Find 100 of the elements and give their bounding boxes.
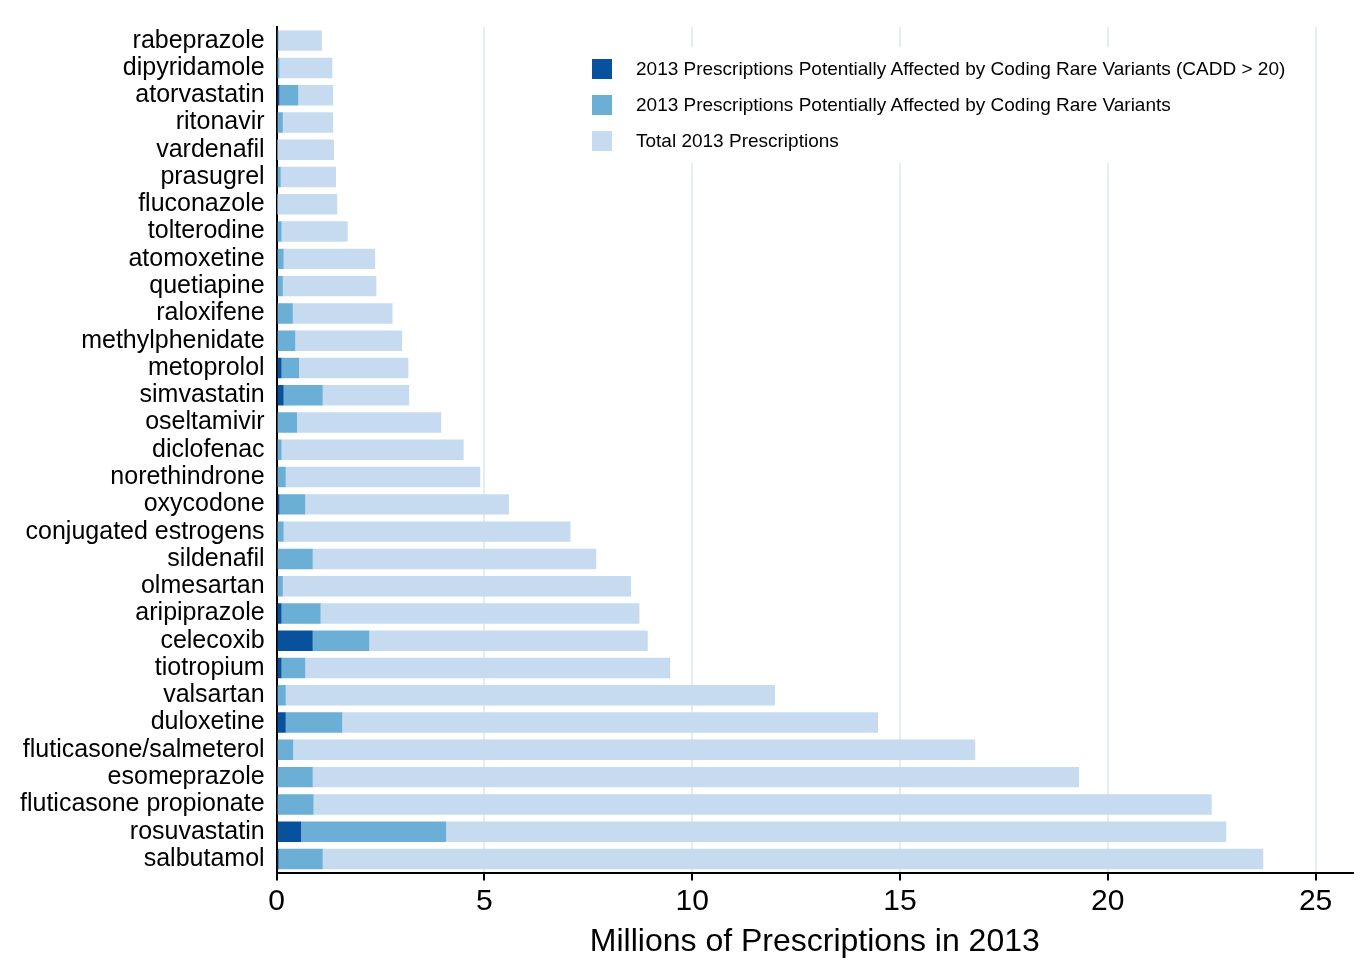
y-tick-label: esomeprazole (107, 761, 265, 790)
y-tick-label: duloxetine (150, 706, 265, 735)
bar (277, 303, 293, 324)
bar (312, 766, 1080, 788)
bar (283, 385, 323, 406)
bar (278, 848, 323, 870)
x-tick-label: 25 (1298, 882, 1333, 916)
y-tick-label: quetiapine (149, 270, 265, 299)
bar (277, 112, 283, 133)
y-tick-label: atorvastatin (135, 79, 265, 108)
bar (313, 794, 1212, 815)
bar (281, 221, 348, 242)
bar (322, 848, 1264, 870)
legend-label: 2013 Prescriptions Potentially Affected by Coding Rare Variants (636, 94, 1171, 116)
y-tick-label: rabeprazole (132, 24, 265, 53)
bar (322, 385, 410, 406)
y-tick-label: raloxifene (156, 297, 265, 326)
bar (277, 194, 338, 215)
y-tick-label: olmesartan (140, 570, 265, 599)
bar (277, 766, 313, 788)
y-tick-label: valsartan (163, 679, 265, 708)
y-tick-label: salbutamol (143, 842, 265, 871)
bar (277, 385, 284, 406)
bar (305, 494, 509, 515)
bar (283, 248, 376, 270)
bar (277, 657, 282, 679)
bar (296, 412, 442, 433)
bar (283, 521, 571, 542)
bar (281, 357, 300, 379)
y-tick-label: rosuvastatin (129, 815, 265, 844)
bar (277, 685, 286, 706)
x-axis-title: Millions of Prescriptions in 2013 (589, 921, 1040, 958)
bar (312, 548, 597, 570)
bar (277, 630, 313, 651)
bar (279, 494, 306, 515)
bar (279, 84, 299, 106)
bar (282, 575, 632, 597)
y-tick-label: norethindrone (110, 460, 265, 489)
bar (277, 248, 284, 270)
bar (281, 657, 306, 679)
legend-label: 2013 Prescriptions Potentially Affected by Coding Rare Variants (CADD > 20) (636, 58, 1286, 80)
bar (277, 275, 283, 297)
bar (281, 439, 464, 461)
y-tick-label: oseltamivir (145, 406, 265, 435)
y-tick-label: ritonavir (175, 106, 265, 135)
bar (277, 575, 283, 597)
bar (282, 112, 334, 133)
y-tick-label: prasugrel (160, 160, 265, 189)
y-tick-label: fluconazole (138, 188, 265, 217)
y-tick-label: methylphenidate (81, 324, 265, 353)
y-tick-label: fluticasone propionate (19, 788, 265, 817)
y-tick-label: simvastatin (139, 379, 265, 408)
legend-label: Total 2013 Prescriptions (636, 130, 839, 152)
x-tick-label: 0 (268, 882, 285, 916)
bar (292, 303, 393, 324)
bar (277, 821, 302, 842)
bar (299, 357, 409, 379)
y-tick-label: atomoxetine (128, 242, 265, 271)
bar (320, 603, 640, 624)
bar (285, 685, 775, 706)
y-tick-label: conjugated estrogens (25, 515, 265, 544)
bar (277, 794, 314, 815)
bar (277, 166, 281, 188)
bar (277, 548, 313, 570)
bar (298, 84, 334, 106)
bar (279, 57, 333, 79)
y-tick-label: vardenafil (156, 133, 265, 162)
bar (277, 412, 297, 433)
bar (285, 466, 481, 488)
bar (293, 739, 976, 761)
x-tick-label: 10 (675, 882, 709, 916)
bar (277, 139, 334, 160)
bar (277, 712, 286, 733)
bar (277, 357, 282, 379)
x-tick-label: 15 (883, 882, 917, 916)
x-tick-label: 5 (476, 882, 493, 916)
bar (278, 30, 322, 51)
y-tick-label: celecoxib (160, 624, 265, 653)
bar (277, 221, 282, 242)
bar (301, 821, 447, 842)
y-tick-label: tiotropium (154, 651, 265, 680)
bar (280, 166, 337, 188)
bar (369, 630, 648, 651)
y-tick-label: diclofenac (152, 433, 265, 462)
x-tick-label: 20 (1091, 882, 1125, 916)
bar (285, 712, 343, 733)
bar (277, 439, 282, 461)
bar (277, 521, 284, 542)
bar (277, 466, 286, 488)
bar (277, 330, 296, 351)
bar (277, 603, 282, 624)
bar (282, 275, 377, 297)
y-tick-label: aripiprazole (135, 597, 265, 626)
bar (295, 330, 403, 351)
bar (281, 603, 321, 624)
bar (277, 739, 294, 761)
bar (312, 630, 370, 651)
bar (446, 821, 1227, 842)
bar (305, 657, 671, 679)
bar (342, 712, 878, 733)
